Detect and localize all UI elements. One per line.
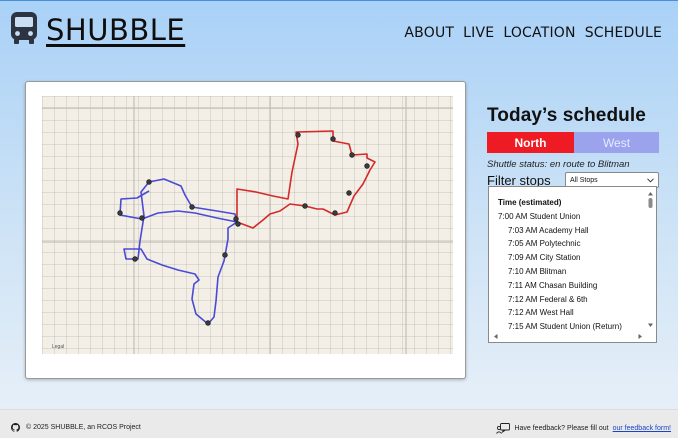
schedule-entry: 7:11 AM Chasan Building: [508, 280, 598, 290]
schedule-panel: Today’s schedule North West Shuttle stat…: [487, 105, 659, 188]
filter-label: Filter stops: [487, 172, 551, 188]
stop-marker[interactable]: [233, 216, 239, 222]
feedback-prefix: Have feedback? Please fill out: [514, 425, 609, 432]
route-map[interactable]: Legal: [42, 96, 453, 354]
stop-marker[interactable]: [139, 215, 145, 221]
footer-right: Have feedback? Please fill out our feedb…: [496, 423, 671, 434]
tab-west[interactable]: West: [574, 132, 659, 153]
schedule-entry: 7:12 AM Federal & 6th: [508, 294, 588, 304]
route-tabs: North West: [487, 132, 659, 153]
stop-marker[interactable]: [364, 163, 370, 169]
stop-marker[interactable]: [332, 210, 338, 216]
main-nav: ABOUT LIVE LOCATION SCHEDULE: [404, 25, 662, 41]
schedule-entry: 7:09 AM City Station: [508, 253, 581, 263]
nav-location[interactable]: LOCATION: [503, 25, 576, 41]
schedule-times-box[interactable]: Time (estimated) 7:00 AM Student Union 7…: [488, 186, 657, 343]
schedule-entry: 7:15 AM Student Union (Return): [508, 322, 622, 332]
brand-title[interactable]: SHUBBLE: [46, 13, 186, 47]
west-route-line[interactable]: [119, 178, 238, 325]
stop-marker[interactable]: [146, 179, 152, 185]
feedback-icon: [496, 423, 511, 434]
github-icon[interactable]: [11, 423, 20, 432]
stop-markers: [117, 132, 370, 326]
stop-marker[interactable]: [222, 252, 228, 258]
footer-left: © 2025 SHUBBLE, an RCOS Project: [11, 423, 141, 432]
stop-marker[interactable]: [302, 203, 308, 209]
stop-marker[interactable]: [132, 256, 138, 262]
schedule-times-list: Time (estimated) 7:00 AM Student Union 7…: [489, 187, 656, 334]
schedule-entry: 7:00 AM Student Union: [498, 211, 581, 221]
schedule-entry: 7:10 AM Blitman: [508, 266, 567, 276]
stop-marker[interactable]: [330, 136, 336, 142]
footer-copyright: © 2025 SHUBBLE, an RCOS Project: [26, 424, 141, 431]
feedback-form-link[interactable]: our feedback form!: [612, 425, 671, 432]
north-route-line[interactable]: [236, 130, 376, 229]
map-legal-link[interactable]: Legal: [52, 344, 65, 350]
map-routes: [42, 96, 453, 354]
stop-marker[interactable]: [189, 204, 195, 210]
shuttle-status: Shuttle status: en route to Blitman: [487, 159, 630, 170]
nav-about[interactable]: ABOUT: [404, 25, 455, 41]
schedule-entry: 7:05 AM Polytechnic: [508, 239, 581, 249]
nav-live[interactable]: LIVE: [463, 25, 495, 41]
chevron-down-icon: [647, 177, 654, 183]
schedule-entry: 7:03 AM Academy Hall: [508, 225, 589, 235]
site-header: SHUBBLE ABOUT LIVE LOCATION SCHEDULE: [0, 0, 678, 62]
filter-select-value: All Stops: [570, 176, 598, 184]
stop-marker[interactable]: [349, 152, 355, 158]
stop-marker[interactable]: [295, 132, 301, 138]
bus-icon[interactable]: [9, 11, 39, 45]
schedule-title: Today’s schedule: [487, 105, 646, 126]
nav-schedule[interactable]: SCHEDULE: [584, 25, 662, 41]
site-footer: © 2025 SHUBBLE, an RCOS Project Have fee…: [0, 409, 678, 438]
vertical-scrollbar[interactable]: [647, 191, 654, 328]
stop-marker[interactable]: [346, 190, 352, 196]
tab-north[interactable]: North: [487, 132, 574, 153]
stop-marker[interactable]: [117, 210, 123, 216]
times-header: Time (estimated): [498, 198, 562, 207]
stop-marker[interactable]: [205, 320, 211, 326]
horizontal-scrollbar[interactable]: [493, 333, 643, 340]
top-border: [0, 0, 678, 1]
schedule-entry: 7:12 AM West Hall: [508, 308, 574, 318]
stop-marker[interactable]: [235, 221, 241, 227]
map-card: Legal: [25, 81, 466, 379]
